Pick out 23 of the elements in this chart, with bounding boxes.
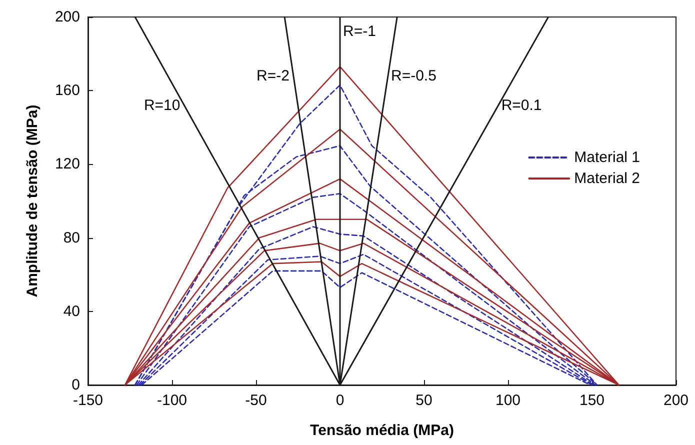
series-label: R=0.1 (501, 96, 542, 114)
x-tick-label: 200 (663, 392, 689, 409)
x-tick-label: 0 (336, 392, 344, 409)
y-tick-label: 120 (54, 156, 80, 173)
y-axis-title: Amplitude de tensão (MPa) (24, 104, 41, 298)
x-tick-label: 100 (495, 392, 521, 409)
series-label: R=-2 (256, 67, 290, 84)
legend-label: Material 1 (574, 149, 640, 166)
y-tick-label: 40 (63, 302, 80, 320)
y-tick-label: 200 (54, 8, 80, 26)
x-tick-label: 50 (416, 392, 432, 409)
legend-label: Material 2 (574, 170, 640, 187)
y-tick-label: 160 (54, 82, 80, 100)
series-label: R=10 (144, 96, 180, 114)
x-tick-label: -50 (245, 392, 267, 409)
x-tick-label: 150 (579, 392, 605, 409)
x-axis-title: Tensão média (MPa) (310, 422, 454, 439)
y-tick-label: 0 (72, 376, 80, 394)
x-tick-label: -150 (72, 392, 104, 409)
y-tick-label: 80 (63, 229, 80, 246)
x-tick-label: -100 (156, 392, 188, 409)
series-label: R=-0.5 (390, 67, 436, 84)
annotation: R=-1 (343, 23, 376, 40)
